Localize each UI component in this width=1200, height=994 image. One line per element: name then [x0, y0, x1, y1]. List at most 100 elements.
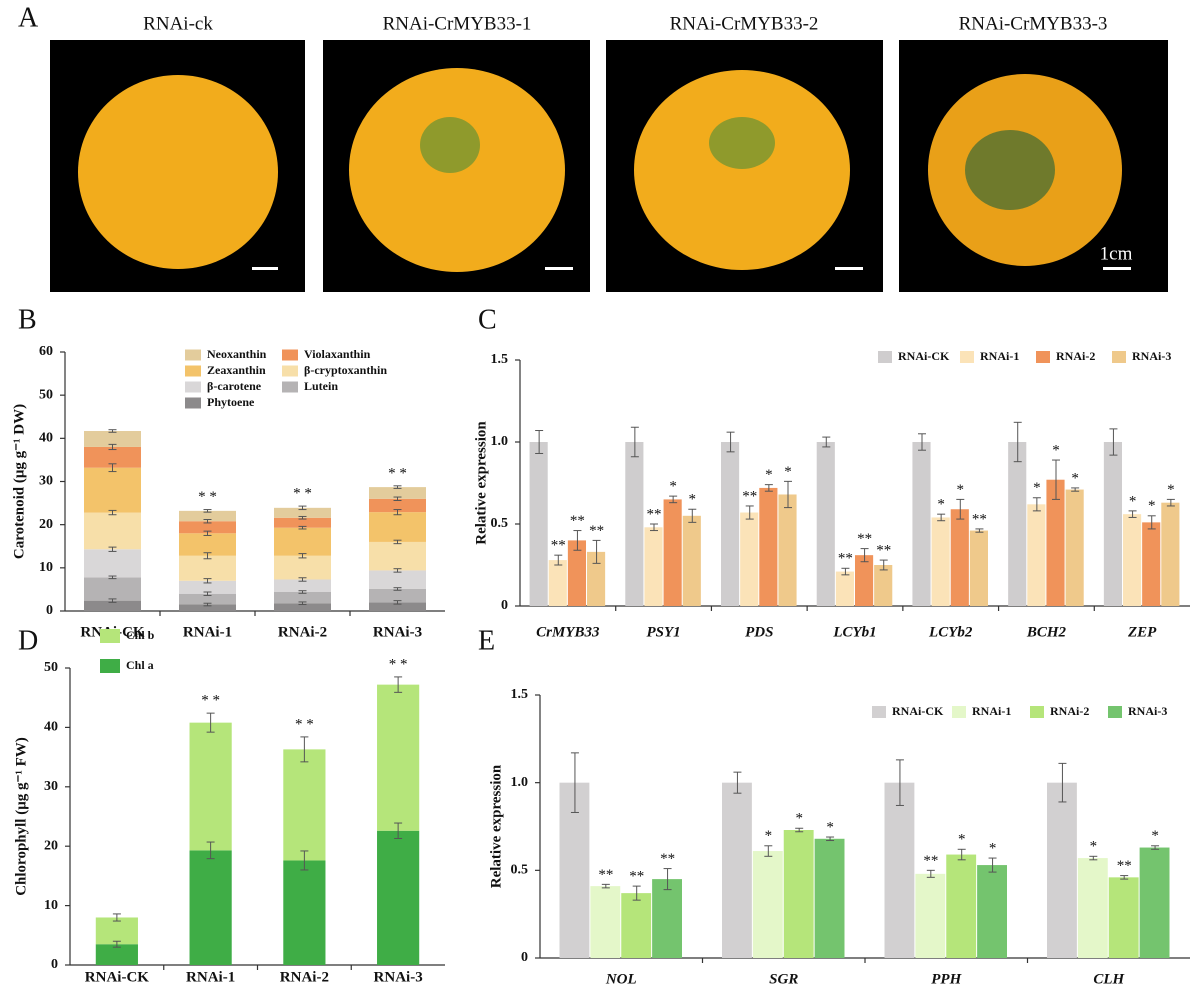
panel-label: A [18, 2, 39, 33]
legend-swatch [1108, 706, 1122, 718]
bar [1046, 479, 1065, 606]
bar [587, 551, 606, 606]
y-axis-label: Chlorophyll (μg g⁻¹ FW) [13, 737, 29, 896]
significance: * [765, 828, 773, 844]
bar [778, 494, 797, 606]
bar-segment [274, 555, 331, 580]
significance: * [1033, 480, 1041, 496]
panel-label: B [18, 304, 37, 335]
legend-swatch [1036, 351, 1050, 363]
photo-caption: RNAi-CrMYB33-3 [959, 13, 1108, 34]
significance: * [1090, 839, 1098, 855]
bar [759, 487, 778, 606]
y-tick-label: 1.5 [491, 352, 509, 367]
legend-label: RNAi-1 [980, 349, 1019, 363]
bar [1142, 522, 1161, 606]
bar-segment [369, 570, 426, 589]
y-tick-label: 0 [46, 603, 53, 618]
x-tick-label: RNAi-3 [374, 969, 423, 985]
bar [652, 879, 682, 958]
bar [816, 442, 835, 606]
legend-label: RNAi-3 [1132, 349, 1171, 363]
significance: * [957, 482, 965, 498]
legend-label: RNAi-CK [898, 349, 950, 363]
bar-segment [377, 684, 420, 831]
bar [835, 571, 854, 606]
significance: * [689, 492, 697, 508]
significance: * [765, 467, 773, 483]
bar-segment [179, 533, 236, 556]
legend-label: RNAi-CK [892, 704, 944, 718]
y-axis-label: Relative expression [488, 764, 504, 888]
bar-segment [95, 944, 138, 965]
panel-label: D [18, 625, 38, 656]
significance: * * [295, 716, 314, 732]
y-tick-label: 30 [39, 474, 53, 489]
panel-label: E [478, 625, 495, 656]
x-tick-label: LCYb2 [928, 624, 973, 640]
legend-swatch [282, 349, 298, 361]
significance: ** [598, 867, 613, 883]
x-tick-label: CLH [1093, 971, 1125, 987]
bar [1108, 877, 1139, 958]
bar [663, 499, 682, 606]
y-tick-label: 50 [39, 387, 53, 402]
significance: * * [388, 465, 407, 481]
y-tick-label: 50 [44, 660, 58, 675]
bar-segment [283, 749, 326, 861]
y-tick-label: 10 [39, 560, 53, 575]
bar-segment [369, 512, 426, 542]
bar [783, 830, 814, 958]
x-tick-label: CrMYB33 [536, 624, 600, 640]
legend-swatch [185, 349, 201, 361]
bar-segment [179, 521, 236, 534]
scale-label: 1cm [1100, 243, 1133, 264]
significance: ** [551, 538, 566, 554]
legend-label: Neoxanthin [207, 347, 267, 361]
significance: * [1148, 498, 1156, 514]
bar [722, 782, 752, 958]
y-tick-label: 30 [44, 779, 58, 794]
y-tick-label: 0.5 [511, 863, 529, 878]
bar-segment [377, 830, 420, 965]
legend-swatch [1112, 351, 1126, 363]
bar-segment [84, 577, 141, 601]
bar [1047, 782, 1077, 958]
bar [548, 560, 567, 606]
legend-label: Chl b [126, 628, 155, 642]
significance: ** [742, 488, 757, 504]
y-tick-label: 20 [44, 838, 58, 853]
bar [1123, 514, 1142, 606]
bar-segment [274, 579, 331, 593]
legend-swatch [185, 365, 201, 377]
x-tick-label: ZEP [1127, 624, 1157, 640]
bar-segment [369, 498, 426, 513]
significance: ** [629, 869, 644, 885]
bar-segment [84, 512, 141, 550]
x-tick-label: RNAi-2 [280, 969, 329, 985]
significance: * [989, 840, 997, 856]
y-tick-label: 0 [521, 950, 528, 965]
bar [977, 865, 1007, 958]
bar-segment [369, 541, 426, 571]
bar [567, 540, 586, 606]
bar [814, 838, 845, 958]
x-tick-label: SGR [769, 971, 798, 987]
bar [884, 782, 915, 958]
y-tick-label: 60 [39, 344, 53, 359]
bar [874, 565, 893, 606]
bar [740, 512, 759, 606]
bar-segment [189, 850, 232, 965]
bar [1027, 504, 1046, 606]
bar [1077, 858, 1108, 958]
y-tick-label: 40 [44, 720, 58, 735]
bar [590, 886, 621, 958]
bar [1065, 489, 1084, 606]
bar [969, 530, 988, 606]
legend-label: Lutein [304, 379, 338, 393]
legend-swatch [282, 381, 298, 393]
significance: ** [589, 523, 604, 539]
y-tick-label: 0 [501, 598, 508, 613]
x-tick-label: RNAi-3 [373, 624, 422, 640]
